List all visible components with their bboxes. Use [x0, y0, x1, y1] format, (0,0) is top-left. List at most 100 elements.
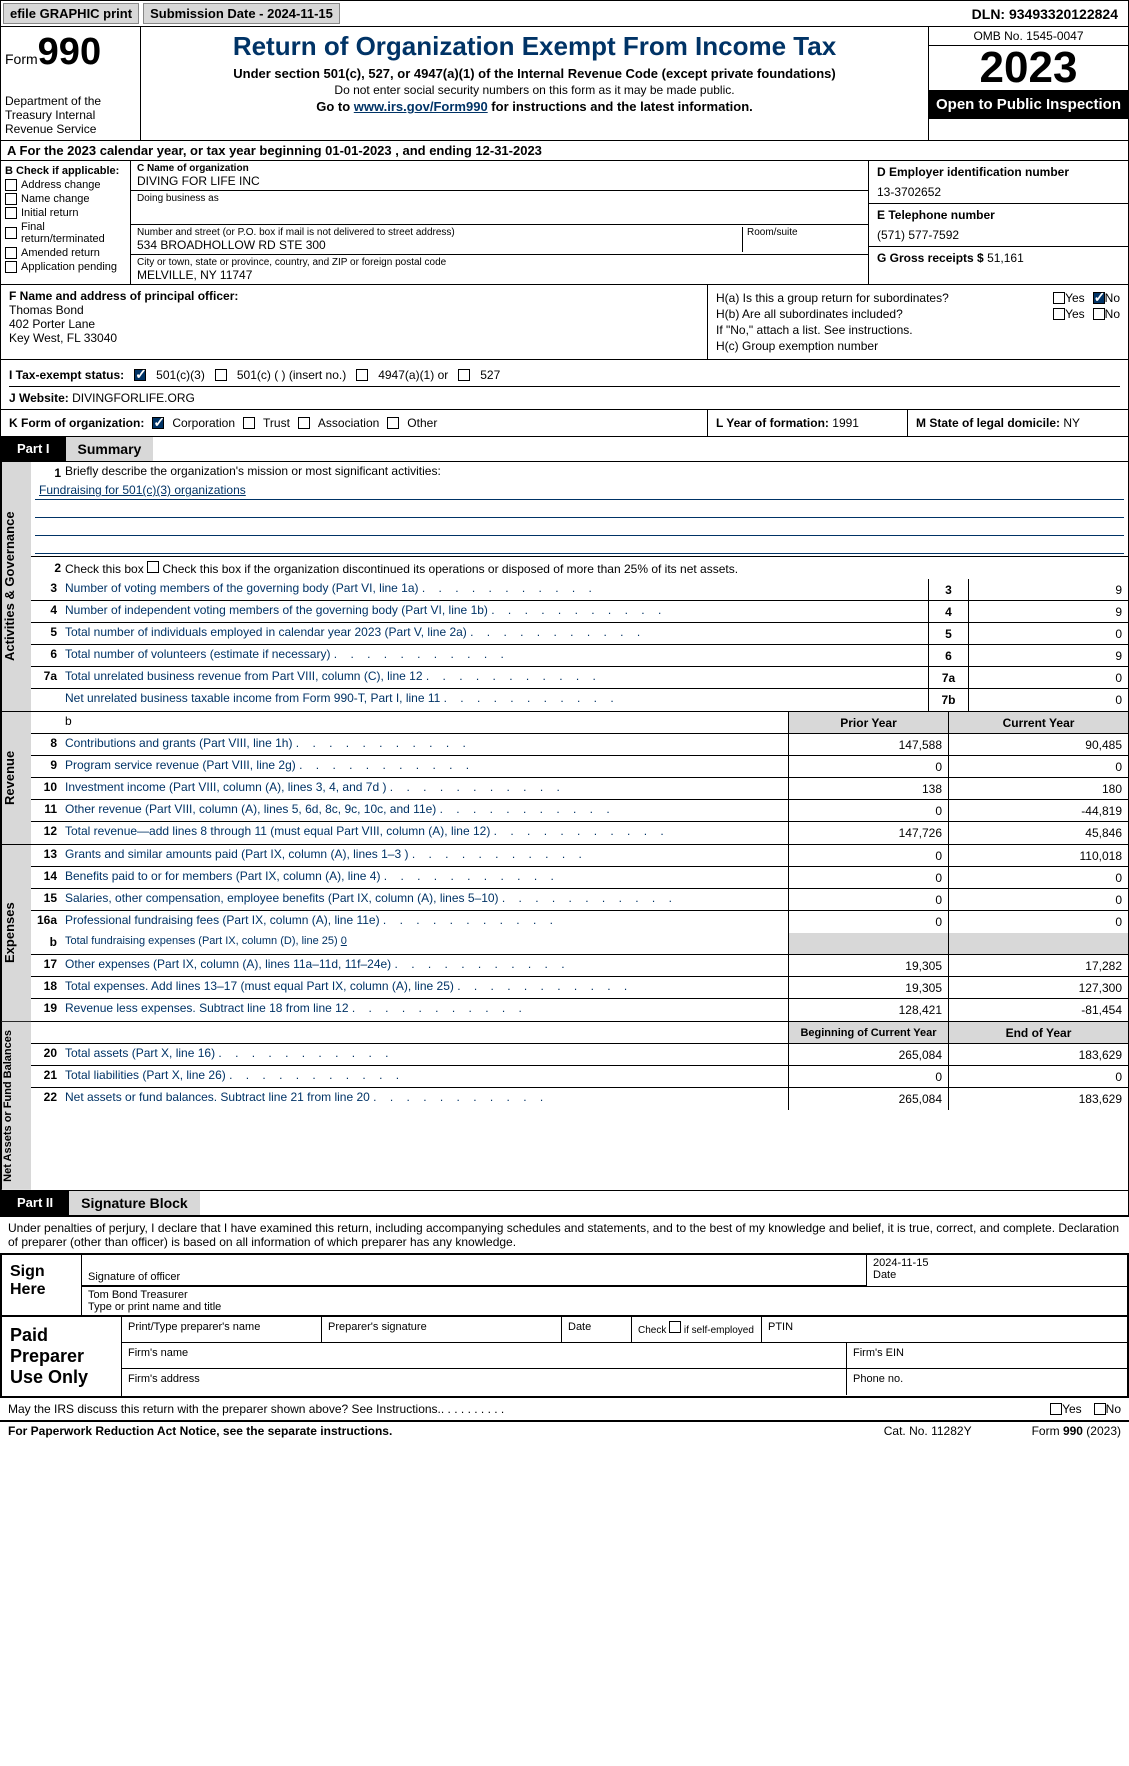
prep-name-label: Print/Type preparer's name: [122, 1317, 322, 1342]
gross-value: 51,161: [987, 251, 1024, 265]
no-label: No: [1105, 307, 1120, 321]
discuss-yes-checkbox[interactable]: [1050, 1403, 1062, 1415]
summary-expenses: Expenses 13Grants and similar amounts pa…: [0, 845, 1129, 1022]
application-pending-checkbox[interactable]: [5, 261, 17, 273]
4947-checkbox[interactable]: [356, 369, 368, 381]
ssn-note: Do not enter social security numbers on …: [149, 83, 920, 97]
section-h: H(a) Is this a group return for subordin…: [708, 285, 1128, 359]
chk-label: Application pending: [21, 261, 117, 273]
discuss-no-checkbox[interactable]: [1094, 1403, 1106, 1415]
c3-label: 501(c)(3): [156, 368, 205, 382]
officer-addr1: 402 Porter Lane: [9, 317, 699, 331]
officer-name: Thomas Bond: [9, 303, 699, 317]
city-value: MELVILLE, NY 11747: [137, 268, 862, 282]
ha-yes-checkbox[interactable]: [1053, 292, 1065, 304]
discuss-text: May the IRS discuss this return with the…: [8, 1402, 441, 1416]
mission-text: Fundraising for 501(c)(3) organizations: [35, 482, 1124, 500]
amended-return-checkbox[interactable]: [5, 247, 17, 259]
submission-date: Submission Date - 2024-11-15: [143, 3, 340, 24]
dba-label: Doing business as: [137, 193, 862, 204]
footer-row: For Paperwork Reduction Act Notice, see …: [0, 1422, 1129, 1440]
phone-value: (571) 577-7592: [877, 228, 1120, 242]
mission-blank: [35, 500, 1124, 518]
501c3-checkbox[interactable]: [134, 369, 146, 381]
initial-return-checkbox[interactable]: [5, 207, 17, 219]
527-label: 527: [480, 368, 500, 382]
gray-cell: [948, 933, 1128, 954]
trust-checkbox[interactable]: [243, 417, 255, 429]
department-label: Department of the Treasury Internal Reve…: [5, 94, 136, 136]
sign-date-label: Date: [873, 1269, 1121, 1281]
501c-checkbox[interactable]: [215, 369, 227, 381]
form-label: Form: [5, 51, 38, 67]
yes-label: Yes: [1065, 291, 1085, 305]
domicile-value: NY: [1063, 416, 1080, 430]
section-bcd: B Check if applicable: Address change Na…: [0, 161, 1129, 285]
other-checkbox[interactable]: [387, 417, 399, 429]
chk-label: Name change: [21, 193, 90, 205]
sig-officer-label: Signature of officer: [88, 1271, 860, 1283]
header-right: OMB No. 1545-0047 2023 Open to Public In…: [928, 27, 1128, 140]
ein-value: 13-3702652: [877, 185, 1120, 199]
top-bar: efile GRAPHIC print Submission Date - 20…: [0, 0, 1129, 27]
header-center: Return of Organization Exempt From Incom…: [141, 27, 928, 140]
form-subtitle: Under section 501(c), 527, or 4947(a)(1)…: [149, 66, 920, 81]
527-checkbox[interactable]: [458, 369, 470, 381]
expenses-side-label: Expenses: [1, 845, 31, 1021]
efile-print-button[interactable]: efile GRAPHIC print: [3, 3, 139, 24]
chk-label: Initial return: [21, 207, 78, 219]
prep-date-label: Date: [562, 1317, 632, 1342]
part1-title: Summary: [66, 437, 154, 461]
goto-suffix: for instructions and the latest informat…: [488, 99, 753, 114]
row-ij: I Tax-exempt status: 501(c)(3) 501(c) ( …: [0, 360, 1129, 410]
perjury-text: Under penalties of perjury, I declare th…: [0, 1216, 1129, 1253]
trust-label: Trust: [263, 416, 290, 430]
phone-label: E Telephone number: [877, 208, 1120, 222]
summary-governance: Activities & Governance 1 Briefly descri…: [0, 462, 1129, 712]
firm-phone-label: Phone no.: [847, 1369, 1127, 1395]
current-year-header: Current Year: [948, 712, 1128, 733]
website-value: DIVINGFORLIFE.ORG: [72, 391, 195, 405]
name-title-label: Type or print name and title: [88, 1301, 1121, 1313]
col-b-header: B Check if applicable:: [5, 165, 126, 177]
officer-block: F Name and address of principal officer:…: [1, 285, 708, 359]
officer-name-title: Tom Bond Treasurer: [88, 1289, 1121, 1301]
instructions-link[interactable]: www.irs.gov/Form990: [354, 99, 488, 114]
name-change-checkbox[interactable]: [5, 193, 17, 205]
ptin-label: PTIN: [762, 1317, 1127, 1342]
address-change-checkbox[interactable]: [5, 179, 17, 191]
revenue-side-label: Revenue: [1, 712, 31, 844]
line16b-value: 0: [341, 935, 347, 947]
self-employed-checkbox[interactable]: [669, 1321, 681, 1333]
cat-no: Cat. No. 11282Y: [884, 1424, 972, 1438]
hb-no-checkbox[interactable]: [1093, 308, 1105, 320]
hb-note: If "No," attach a list. See instructions…: [716, 323, 913, 337]
line2-text: Check this box Check this box if the org…: [65, 561, 738, 576]
form-header: Form990 Department of the Treasury Inter…: [0, 27, 1129, 141]
assoc-label: Association: [318, 416, 379, 430]
website-label: J Website:: [9, 391, 69, 405]
firm-addr-label: Firm's address: [122, 1369, 847, 1395]
prep-sig-label: Preparer's signature: [322, 1317, 562, 1342]
hb-yes-checkbox[interactable]: [1053, 308, 1065, 320]
hc-label: H(c) Group exemption number: [716, 339, 878, 353]
line2-checkbox[interactable]: [147, 561, 159, 573]
corp-label: Corporation: [172, 416, 235, 430]
final-return-checkbox[interactable]: [5, 227, 17, 239]
end-year-header: End of Year: [948, 1022, 1128, 1043]
governance-side-label: Activities & Governance: [1, 462, 31, 711]
summary-net-assets: Net Assets or Fund Balances Beginning of…: [0, 1022, 1129, 1191]
ha-no-checkbox[interactable]: [1093, 292, 1105, 304]
assoc-checkbox[interactable]: [298, 417, 310, 429]
pra-notice: For Paperwork Reduction Act Notice, see …: [8, 1424, 392, 1438]
ein-label: D Employer identification number: [877, 165, 1120, 179]
sign-block: Sign Here Signature of officer 2024-11-1…: [0, 1253, 1129, 1317]
city-label: City or town, state or province, country…: [137, 257, 862, 268]
paid-preparer-label: Paid Preparer Use Only: [2, 1317, 122, 1396]
corp-checkbox[interactable]: [152, 417, 164, 429]
domicile-label: M State of legal domicile:: [916, 416, 1060, 430]
part1-tab: Part I: [1, 437, 66, 461]
org-name: DIVING FOR LIFE INC: [137, 174, 862, 188]
mission-blank: [35, 518, 1124, 536]
dln-number: DLN: 93493320122824: [972, 6, 1126, 22]
